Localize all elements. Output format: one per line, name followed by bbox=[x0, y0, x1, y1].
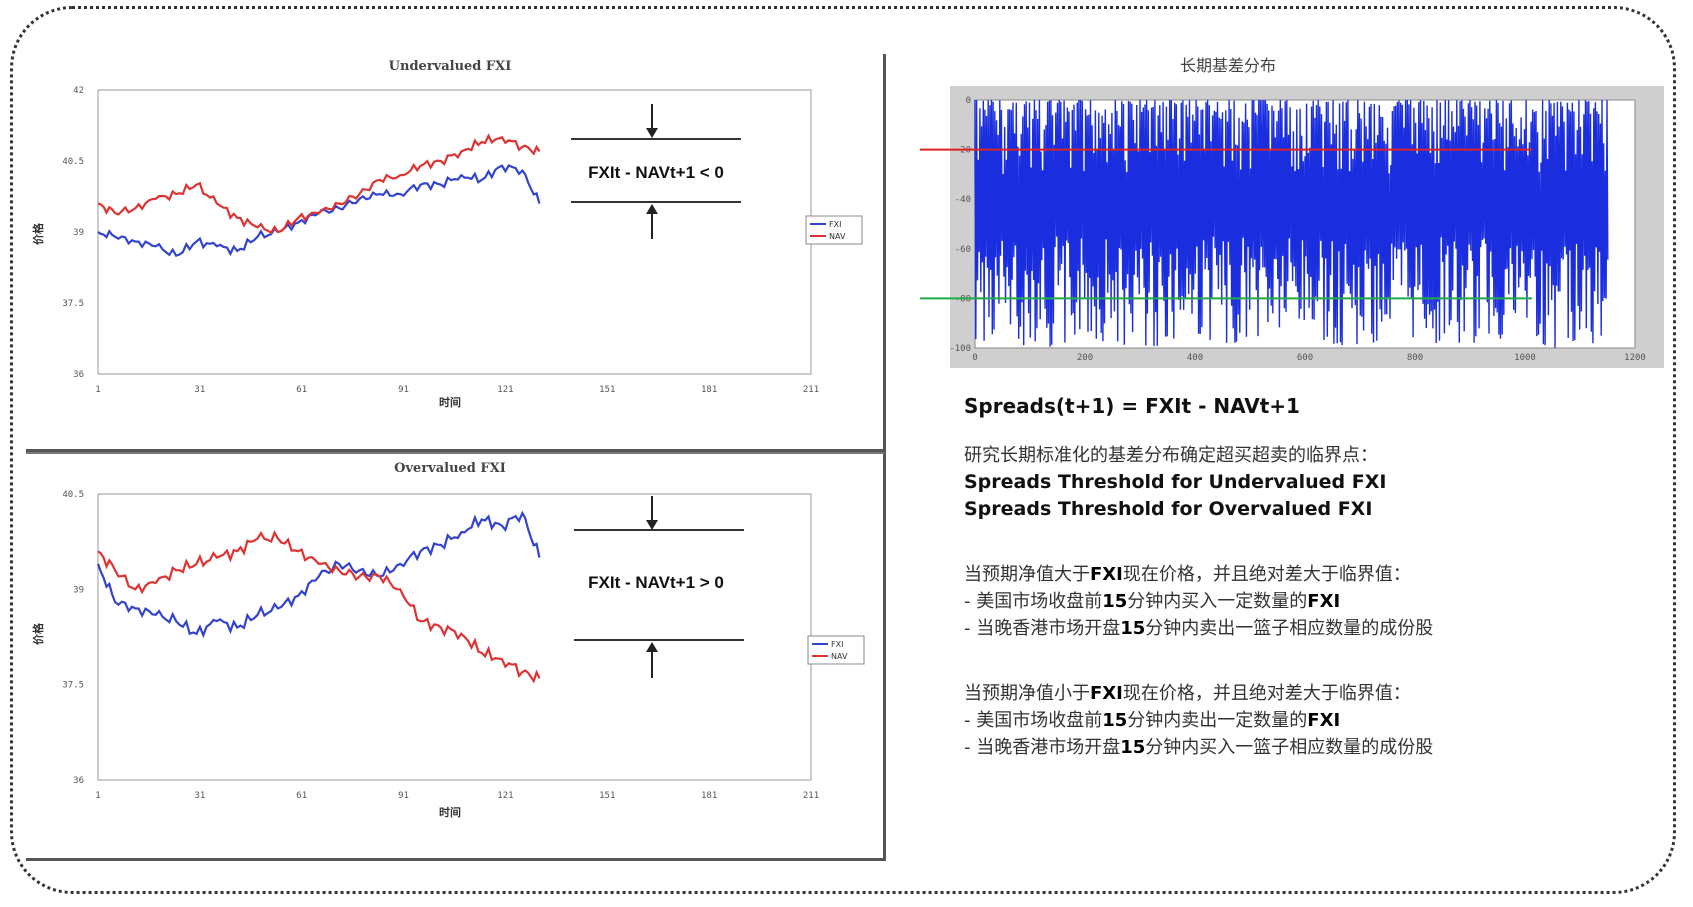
arrow-up-icon bbox=[646, 642, 658, 652]
x-tick-label: 0 bbox=[972, 353, 977, 363]
spread-chart-title: 长期基差分布 bbox=[1180, 56, 1277, 75]
arrow-down-icon bbox=[646, 128, 658, 138]
legend-box bbox=[807, 635, 865, 665]
x-tick-label: 181 bbox=[701, 791, 717, 801]
x-tick-label: 121 bbox=[497, 791, 513, 801]
y-tick-label: -60 bbox=[955, 245, 971, 255]
y-tick-label: 36 bbox=[73, 370, 84, 380]
x-axis-label: 时间 bbox=[439, 395, 461, 409]
y-tick-label: 37.5 bbox=[62, 299, 84, 309]
y-tick-label: 39 bbox=[73, 228, 84, 238]
case-overvalued-step2: - 当晚香港市场开盘15分钟内买入一篮子相应数量的成份股 bbox=[964, 737, 1434, 758]
y-tick-label: 0 bbox=[966, 96, 971, 106]
x-axis-label: 时间 bbox=[439, 805, 461, 819]
y-tick-label: 39 bbox=[73, 585, 84, 595]
y-tick-label: 42 bbox=[73, 86, 84, 96]
x-tick-label: 151 bbox=[599, 791, 615, 801]
y-tick-label: 40.5 bbox=[62, 490, 84, 500]
x-tick-label: 1 bbox=[95, 791, 100, 801]
arrow-up-icon bbox=[646, 204, 658, 214]
x-tick-label: 600 bbox=[1297, 353, 1313, 363]
annotation-text: FXIt - NAVt+1 < 0 bbox=[588, 163, 724, 182]
legend-label-fxi: FXI bbox=[829, 220, 841, 229]
x-tick-label: 61 bbox=[296, 791, 307, 801]
x-tick-label: 31 bbox=[194, 791, 205, 801]
plot-area bbox=[97, 89, 812, 375]
x-tick-label: 91 bbox=[398, 791, 409, 801]
legend-box bbox=[805, 215, 863, 245]
x-tick-label: 1000 bbox=[1514, 353, 1536, 363]
y-axis-label: 价格 bbox=[31, 622, 45, 645]
legend-label-fxi: FXI bbox=[831, 640, 843, 649]
annotation-text: FXIt - NAVt+1 > 0 bbox=[588, 573, 724, 592]
x-tick-label: 1200 bbox=[1624, 353, 1646, 363]
y-tick-label: -100 bbox=[949, 344, 971, 354]
explanation-text: Spreads(t+1) = FXIt - NAVt+1 研究长期标准化的基差分… bbox=[964, 394, 1664, 761]
legend-label-nav: NAV bbox=[831, 652, 848, 661]
x-tick-label: 151 bbox=[599, 385, 615, 395]
arrow-down-icon bbox=[646, 520, 658, 530]
dotted-frame bbox=[10, 6, 1676, 894]
case-overvalued-step1: - 美国市场收盘前15分钟内卖出一定数量的FXI bbox=[964, 710, 1341, 731]
series-line-fxi bbox=[96, 510, 541, 639]
spread-formula: Spreads(t+1) = FXIt - NAVt+1 bbox=[964, 394, 1300, 418]
series-line-nav bbox=[97, 530, 541, 684]
chart-title: Overvalued FXI bbox=[394, 461, 506, 476]
y-tick-label: 36 bbox=[73, 776, 84, 786]
threshold-intro: 研究长期标准化的基差分布确定超买超卖的临界点： bbox=[964, 445, 1378, 466]
plot-area bbox=[97, 493, 812, 781]
x-tick-label: 400 bbox=[1187, 353, 1203, 363]
x-tick-label: 211 bbox=[803, 791, 819, 801]
x-tick-label: 200 bbox=[1077, 353, 1093, 363]
case-undervalued-heading: 当预期净值大于FXI现在价格，并且绝对差大于临界值： bbox=[964, 564, 1411, 585]
y-tick-label: 37.5 bbox=[62, 681, 84, 691]
case-undervalued-step2: - 当晚香港市场开盘15分钟内卖出一篮子相应数量的成份股 bbox=[964, 618, 1434, 639]
x-tick-label: 31 bbox=[194, 385, 205, 395]
chart-title: Undervalued FXI bbox=[389, 59, 512, 74]
series-line-nav bbox=[97, 133, 541, 235]
x-tick-label: 800 bbox=[1407, 353, 1423, 363]
x-tick-label: 61 bbox=[296, 385, 307, 395]
y-axis-label: 价格 bbox=[31, 222, 45, 245]
spread-series-line bbox=[974, 99, 1609, 348]
y-tick-label: -20 bbox=[955, 146, 971, 156]
case-undervalued-step1: - 美国市场收盘前15分钟内买入一定数量的FXI bbox=[964, 591, 1341, 612]
overvalued-chart: Overvalued FXI 40.5 39 37.5 36 1 31 61 91 121 15… bbox=[31, 461, 865, 819]
legend-label-nav: NAV bbox=[829, 232, 846, 241]
threshold-undervalued: Spreads Threshold for Undervalued FXI bbox=[964, 471, 1387, 493]
x-tick-label: 211 bbox=[803, 385, 819, 395]
overvalued-chart-panel: Overvalued FXI 40.5 39 37.5 36 1 31 61 91 121 15… bbox=[26, 452, 886, 861]
x-tick-label: 91 bbox=[398, 385, 409, 395]
y-tick-label: -40 bbox=[955, 195, 971, 205]
y-tick-label: 40.5 bbox=[62, 157, 84, 167]
undervalued-chart-panel: Undervalued FXI 42 40.5 39 37.5 36 1 31 61 91 12… bbox=[26, 54, 886, 452]
threshold-overvalued: Spreads Threshold for Overvalued FXI bbox=[964, 498, 1373, 520]
undervalued-chart: Undervalued FXI 42 40.5 39 37.5 36 1 31 61 91 12… bbox=[31, 59, 863, 409]
x-tick-label: 1 bbox=[95, 385, 100, 395]
case-overvalued-heading: 当预期净值小于FXI现在价格，并且绝对差大于临界值： bbox=[964, 683, 1411, 704]
x-tick-label: 121 bbox=[497, 385, 513, 395]
x-tick-label: 181 bbox=[701, 385, 717, 395]
